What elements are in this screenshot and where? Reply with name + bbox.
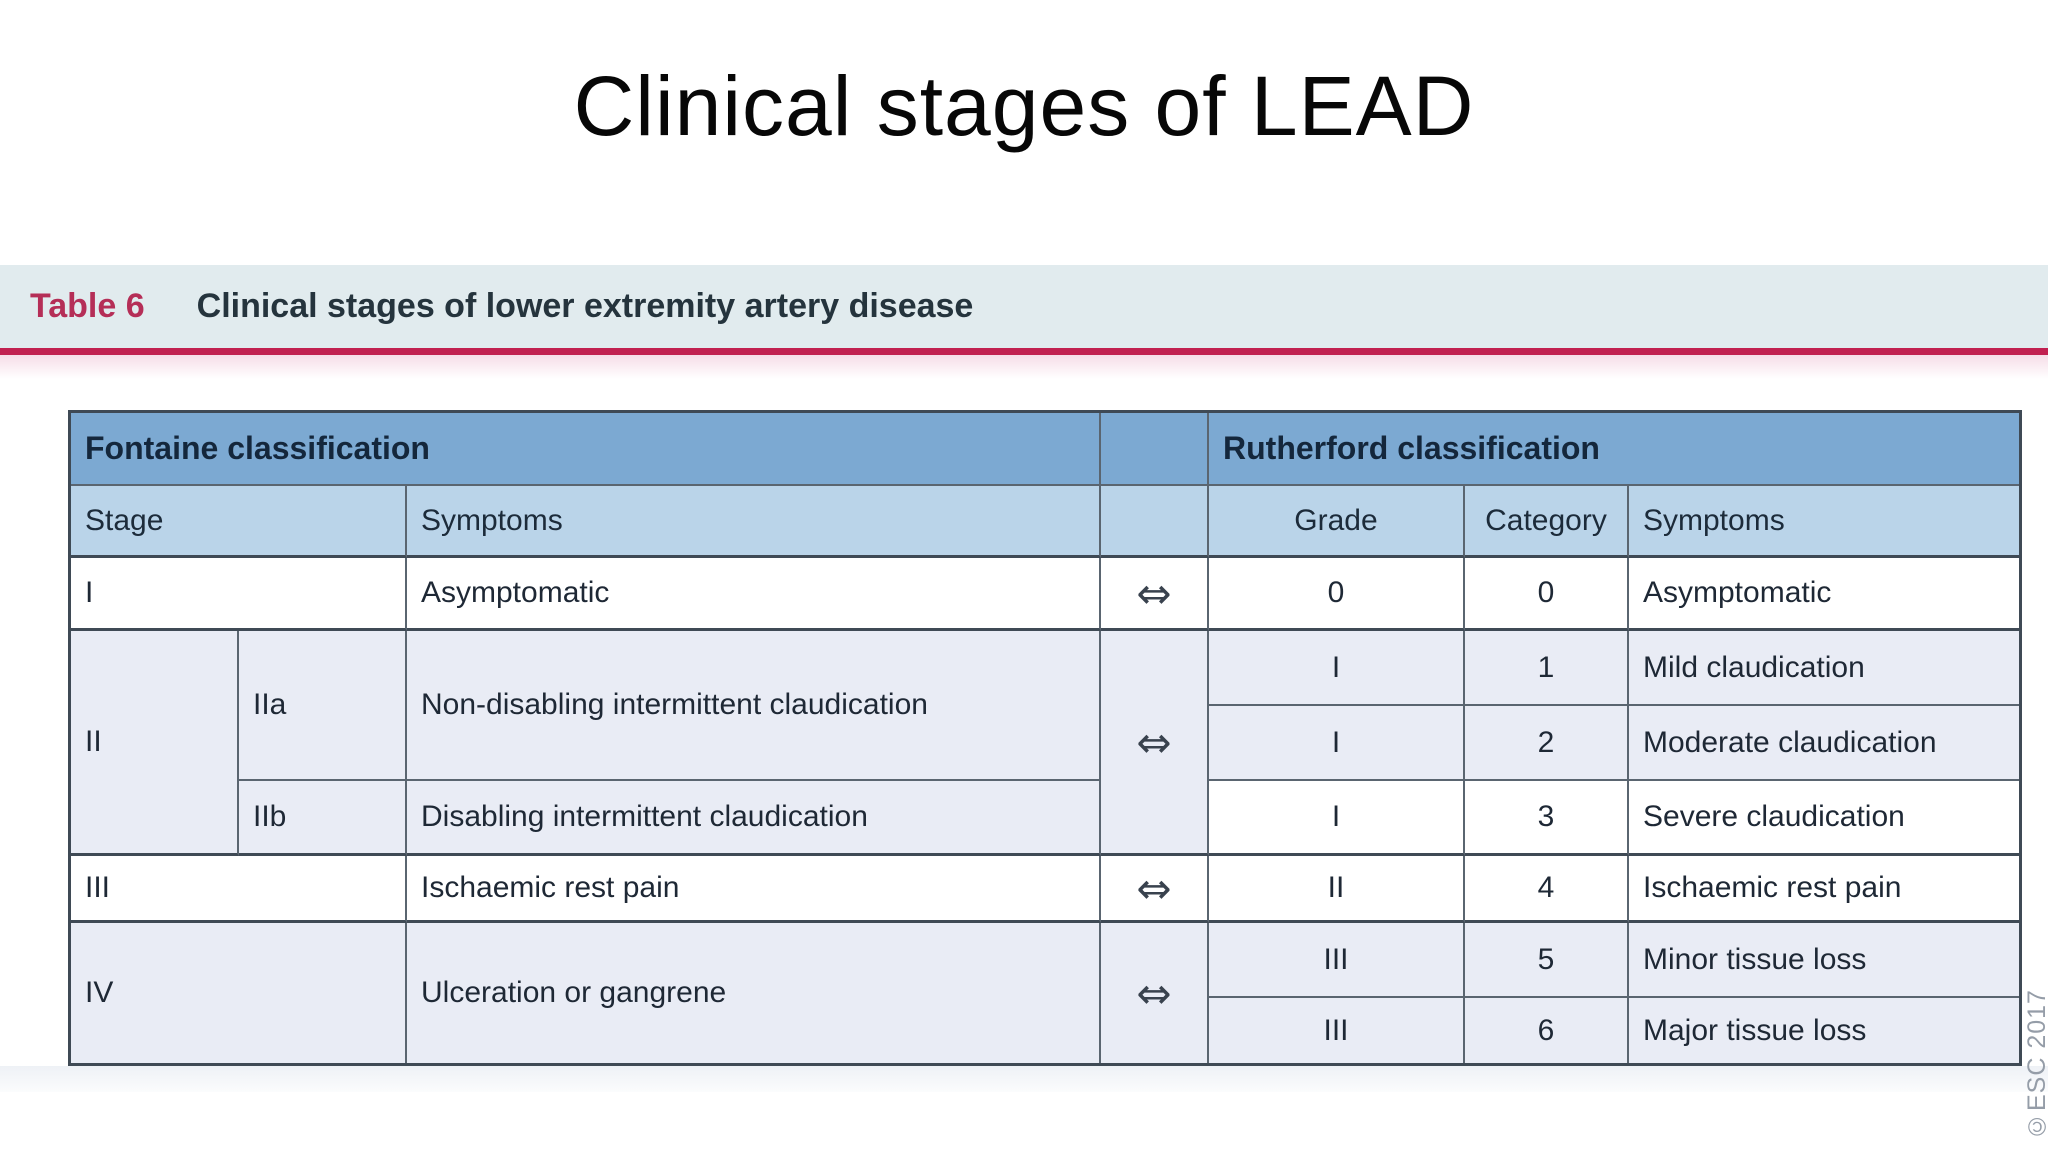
equivalence-arrow-icon: ⇔: [1101, 856, 1209, 923]
rutherford-grade-cell: III: [1209, 998, 1465, 1063]
rutherford-category-cell: 4: [1465, 856, 1629, 923]
fontaine-stage-IV-cell: IV: [71, 923, 407, 1063]
fontaine-symptoms-IV-cell: Ulceration or gangrene: [407, 923, 1101, 1063]
accent-rule-fade: [0, 355, 2048, 379]
category-column-header: Category: [1465, 486, 1629, 558]
table-caption-label: Table 6: [30, 287, 145, 325]
equivalence-arrow-icon: ⇔: [1101, 631, 1209, 856]
rutherford-symptoms-cell: Asymptomatic: [1629, 558, 2019, 631]
rutherford-category-cell: 3: [1465, 781, 1629, 856]
grade-column-header: Grade: [1209, 486, 1465, 558]
rutherford-category-cell: 1: [1465, 631, 1629, 706]
rutherford-category-cell: 6: [1465, 998, 1629, 1063]
rutherford-grade-cell: III: [1209, 923, 1465, 998]
fontaine-header-cell: Fontaine classification: [71, 413, 1101, 486]
fontaine-symptoms-I-cell: Asymptomatic: [407, 558, 1101, 631]
rutherford-symptoms-cell: Mild claudication: [1629, 631, 2019, 706]
fontaine-symptoms-IIb-cell: Disabling intermittent claudication: [407, 781, 1101, 856]
esc-copyright: ©ESC 2017: [2023, 989, 2048, 1140]
fontaine-symptoms-III-cell: Ischaemic rest pain: [407, 856, 1101, 923]
fontaine-stage-IIa-cell: IIa: [239, 631, 407, 781]
rutherford-grade-cell: I: [1209, 781, 1465, 856]
fontaine-symptoms-IIa-cell: Non-disabling intermittent claudication: [407, 631, 1101, 781]
column-header-gap-cell: [1101, 486, 1209, 558]
stage-column-header: Stage: [71, 486, 407, 558]
equivalence-arrow-icon: ⇔: [1101, 923, 1209, 1063]
rutherford-grade-cell: II: [1209, 856, 1465, 923]
fontaine-symptoms-column-header: Symptoms: [407, 486, 1101, 558]
rutherford-grade-cell: I: [1209, 706, 1465, 781]
fontaine-stage-II-cell: II: [71, 631, 239, 856]
table-caption-text: Clinical stages of lower extremity arter…: [196, 287, 974, 325]
rutherford-symptoms-cell: Ischaemic rest pain: [1629, 856, 2019, 923]
fontaine-stage-IIb-cell: IIb: [239, 781, 407, 856]
rutherford-grade-cell: I: [1209, 631, 1465, 706]
rutherford-symptoms-cell: Moderate claudication: [1629, 706, 2019, 781]
rutherford-category-cell: 5: [1465, 923, 1629, 998]
header-gap-cell: [1101, 413, 1209, 486]
figure-bottom-strip: [0, 1066, 2048, 1092]
classification-table: Fontaine classification Rutherford class…: [68, 410, 2022, 1066]
rutherford-category-cell: 0: [1465, 558, 1629, 631]
fontaine-stage-III-cell: III: [71, 856, 407, 923]
accent-rule: [0, 348, 2048, 355]
rutherford-symptoms-cell: Severe claudication: [1629, 781, 2019, 856]
rutherford-symptoms-cell: Major tissue loss: [1629, 998, 2019, 1063]
rutherford-symptoms-column-header: Symptoms: [1629, 486, 2019, 558]
table-caption-band: Table 6 Clinical stages of lower extremi…: [0, 265, 2048, 348]
rutherford-category-cell: 2: [1465, 706, 1629, 781]
rutherford-grade-cell: 0: [1209, 558, 1465, 631]
rutherford-header-cell: Rutherford classification: [1209, 413, 2019, 486]
equivalence-arrow-icon: ⇔: [1101, 558, 1209, 631]
page-title: Clinical stages of LEAD: [573, 59, 1475, 153]
rutherford-symptoms-cell: Minor tissue loss: [1629, 923, 2019, 998]
fontaine-stage-I-cell: I: [71, 558, 407, 631]
